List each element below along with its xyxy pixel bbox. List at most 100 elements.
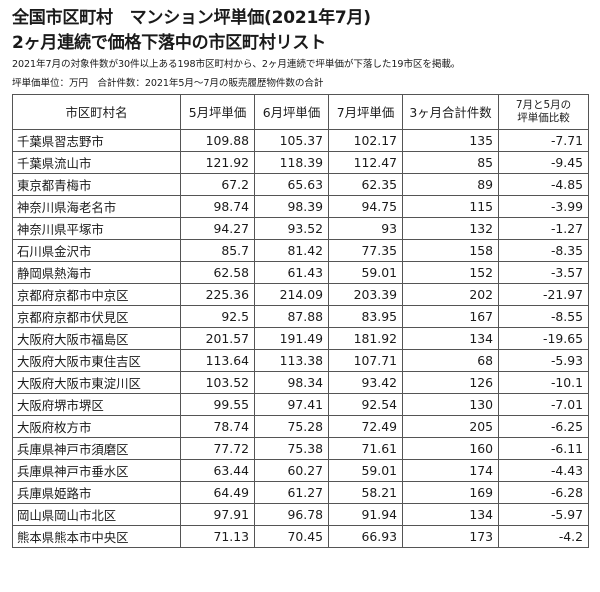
cell-total: 167 bbox=[402, 305, 499, 328]
cell-total: 152 bbox=[402, 261, 499, 284]
title-line-1: 全国市区町村 マンション坪単価(2021年7月) bbox=[12, 8, 371, 28]
cell-total: 132 bbox=[402, 217, 499, 240]
cell-jul: 83.95 bbox=[328, 305, 403, 328]
table-row: 京都府京都市中京区 225.36 214.09 203.39 202 -21.97 bbox=[12, 283, 589, 306]
cell-jul: 203.39 bbox=[328, 283, 403, 306]
cell-total: 115 bbox=[402, 195, 499, 218]
cell-name: 石川県金沢市 bbox=[12, 239, 181, 262]
cell-jun: 70.45 bbox=[254, 525, 329, 548]
table-row: 大阪府枚方市 78.74 75.28 72.49 205 -6.25 bbox=[12, 415, 589, 438]
cell-total: 158 bbox=[402, 239, 499, 262]
table-row: 大阪府堺市堺区 99.55 97.41 92.54 130 -7.01 bbox=[12, 393, 589, 416]
cell-ratio: -9.45 bbox=[498, 151, 589, 174]
cell-ratio: -6.11 bbox=[498, 437, 589, 460]
cell-jul: 112.47 bbox=[328, 151, 403, 174]
cell-total: 134 bbox=[402, 327, 499, 350]
cell-may: 62.58 bbox=[180, 261, 255, 284]
cell-ratio: -1.27 bbox=[498, 217, 589, 240]
cell-may: 201.57 bbox=[180, 327, 255, 350]
cell-may: 77.72 bbox=[180, 437, 255, 460]
cell-jul: 62.35 bbox=[328, 173, 403, 196]
cell-jun: 61.27 bbox=[254, 481, 329, 504]
cell-may: 103.52 bbox=[180, 371, 255, 394]
table-row: 大阪府大阪市福島区 201.57 191.49 181.92 134 -19.65 bbox=[12, 327, 589, 350]
cell-jun: 87.88 bbox=[254, 305, 329, 328]
cell-jul: 66.93 bbox=[328, 525, 403, 548]
table-row: 大阪府大阪市東淀川区 103.52 98.34 93.42 126 -10.1 bbox=[12, 371, 589, 394]
table-header-row: 市区町村名 5月坪単価 6月坪単価 7月坪単価 3ヶ月合計件数 7月と5月の 坪… bbox=[12, 94, 589, 130]
table-row: 千葉県習志野市 109.88 105.37 102.17 135 -7.71 bbox=[12, 129, 589, 152]
cell-total: 173 bbox=[402, 525, 499, 548]
cell-total: 135 bbox=[402, 129, 499, 152]
cell-may: 97.91 bbox=[180, 503, 255, 526]
cell-ratio: -8.55 bbox=[498, 305, 589, 328]
header-jun: 6月坪単価 bbox=[254, 94, 329, 130]
cell-jul: 72.49 bbox=[328, 415, 403, 438]
title-line-2: 2ヶ月連続で価格下落中の市区町村リスト bbox=[12, 33, 327, 53]
cell-name: 神奈川県海老名市 bbox=[12, 195, 181, 218]
cell-total: 89 bbox=[402, 173, 499, 196]
cell-jun: 61.43 bbox=[254, 261, 329, 284]
cell-jun: 118.39 bbox=[254, 151, 329, 174]
cell-total: 85 bbox=[402, 151, 499, 174]
cell-ratio: -3.99 bbox=[498, 195, 589, 218]
cell-ratio: -8.35 bbox=[498, 239, 589, 262]
cell-jul: 77.35 bbox=[328, 239, 403, 262]
cell-name: 岡山県岡山市北区 bbox=[12, 503, 181, 526]
header-ratio-line-2: 坪単価比較 bbox=[517, 112, 570, 124]
cell-ratio: -4.2 bbox=[498, 525, 589, 548]
cell-jun: 96.78 bbox=[254, 503, 329, 526]
cell-jul: 59.01 bbox=[328, 261, 403, 284]
cell-jul: 107.71 bbox=[328, 349, 403, 372]
cell-name: 兵庫県神戸市須磨区 bbox=[12, 437, 181, 460]
cell-name: 大阪府堺市堺区 bbox=[12, 393, 181, 416]
cell-name: 静岡県熱海市 bbox=[12, 261, 181, 284]
cell-may: 94.27 bbox=[180, 217, 255, 240]
cell-name: 神奈川県平塚市 bbox=[12, 217, 181, 240]
cell-may: 98.74 bbox=[180, 195, 255, 218]
cell-ratio: -6.25 bbox=[498, 415, 589, 438]
table-row: 大阪府大阪市東住吉区 113.64 113.38 107.71 68 -5.93 bbox=[12, 349, 589, 372]
cell-jun: 214.09 bbox=[254, 283, 329, 306]
cell-name: 千葉県流山市 bbox=[12, 151, 181, 174]
cell-ratio: -10.1 bbox=[498, 371, 589, 394]
cell-name: 大阪府大阪市東住吉区 bbox=[12, 349, 181, 372]
table-row: 神奈川県平塚市 94.27 93.52 93 132 -1.27 bbox=[12, 217, 589, 240]
cell-total: 169 bbox=[402, 481, 499, 504]
cell-may: 63.44 bbox=[180, 459, 255, 482]
table-row: 兵庫県神戸市垂水区 63.44 60.27 59.01 174 -4.43 bbox=[12, 459, 589, 482]
cell-may: 99.55 bbox=[180, 393, 255, 416]
header-ratio: 7月と5月の 坪単価比較 bbox=[498, 94, 589, 130]
cell-may: 121.92 bbox=[180, 151, 255, 174]
table-row: 静岡県熱海市 62.58 61.43 59.01 152 -3.57 bbox=[12, 261, 589, 284]
cell-jun: 98.39 bbox=[254, 195, 329, 218]
cell-total: 126 bbox=[402, 371, 499, 394]
cell-jun: 81.42 bbox=[254, 239, 329, 262]
cell-may: 64.49 bbox=[180, 481, 255, 504]
cell-jul: 91.94 bbox=[328, 503, 403, 526]
cell-jul: 58.21 bbox=[328, 481, 403, 504]
cell-total: 202 bbox=[402, 283, 499, 306]
cell-ratio: -7.01 bbox=[498, 393, 589, 416]
cell-jun: 75.28 bbox=[254, 415, 329, 438]
cell-ratio: -7.71 bbox=[498, 129, 589, 152]
cell-jul: 71.61 bbox=[328, 437, 403, 460]
price-table: 市区町村名 5月坪単価 6月坪単価 7月坪単価 3ヶ月合計件数 7月と5月の 坪… bbox=[12, 94, 589, 548]
cell-total: 160 bbox=[402, 437, 499, 460]
cell-ratio: -19.65 bbox=[498, 327, 589, 350]
cell-name: 熊本県熊本市中央区 bbox=[12, 525, 181, 548]
cell-jul: 93 bbox=[328, 217, 403, 240]
table-row: 石川県金沢市 85.7 81.42 77.35 158 -8.35 bbox=[12, 239, 589, 262]
cell-ratio: -6.28 bbox=[498, 481, 589, 504]
table-row: 東京都青梅市 67.2 65.63 62.35 89 -4.85 bbox=[12, 173, 589, 196]
cell-jun: 93.52 bbox=[254, 217, 329, 240]
table-row: 兵庫県神戸市須磨区 77.72 75.38 71.61 160 -6.11 bbox=[12, 437, 589, 460]
cell-total: 205 bbox=[402, 415, 499, 438]
cell-jun: 105.37 bbox=[254, 129, 329, 152]
cell-ratio: -21.97 bbox=[498, 283, 589, 306]
cell-total: 134 bbox=[402, 503, 499, 526]
cell-name: 東京都青梅市 bbox=[12, 173, 181, 196]
cell-name: 大阪府大阪市福島区 bbox=[12, 327, 181, 350]
cell-jun: 113.38 bbox=[254, 349, 329, 372]
